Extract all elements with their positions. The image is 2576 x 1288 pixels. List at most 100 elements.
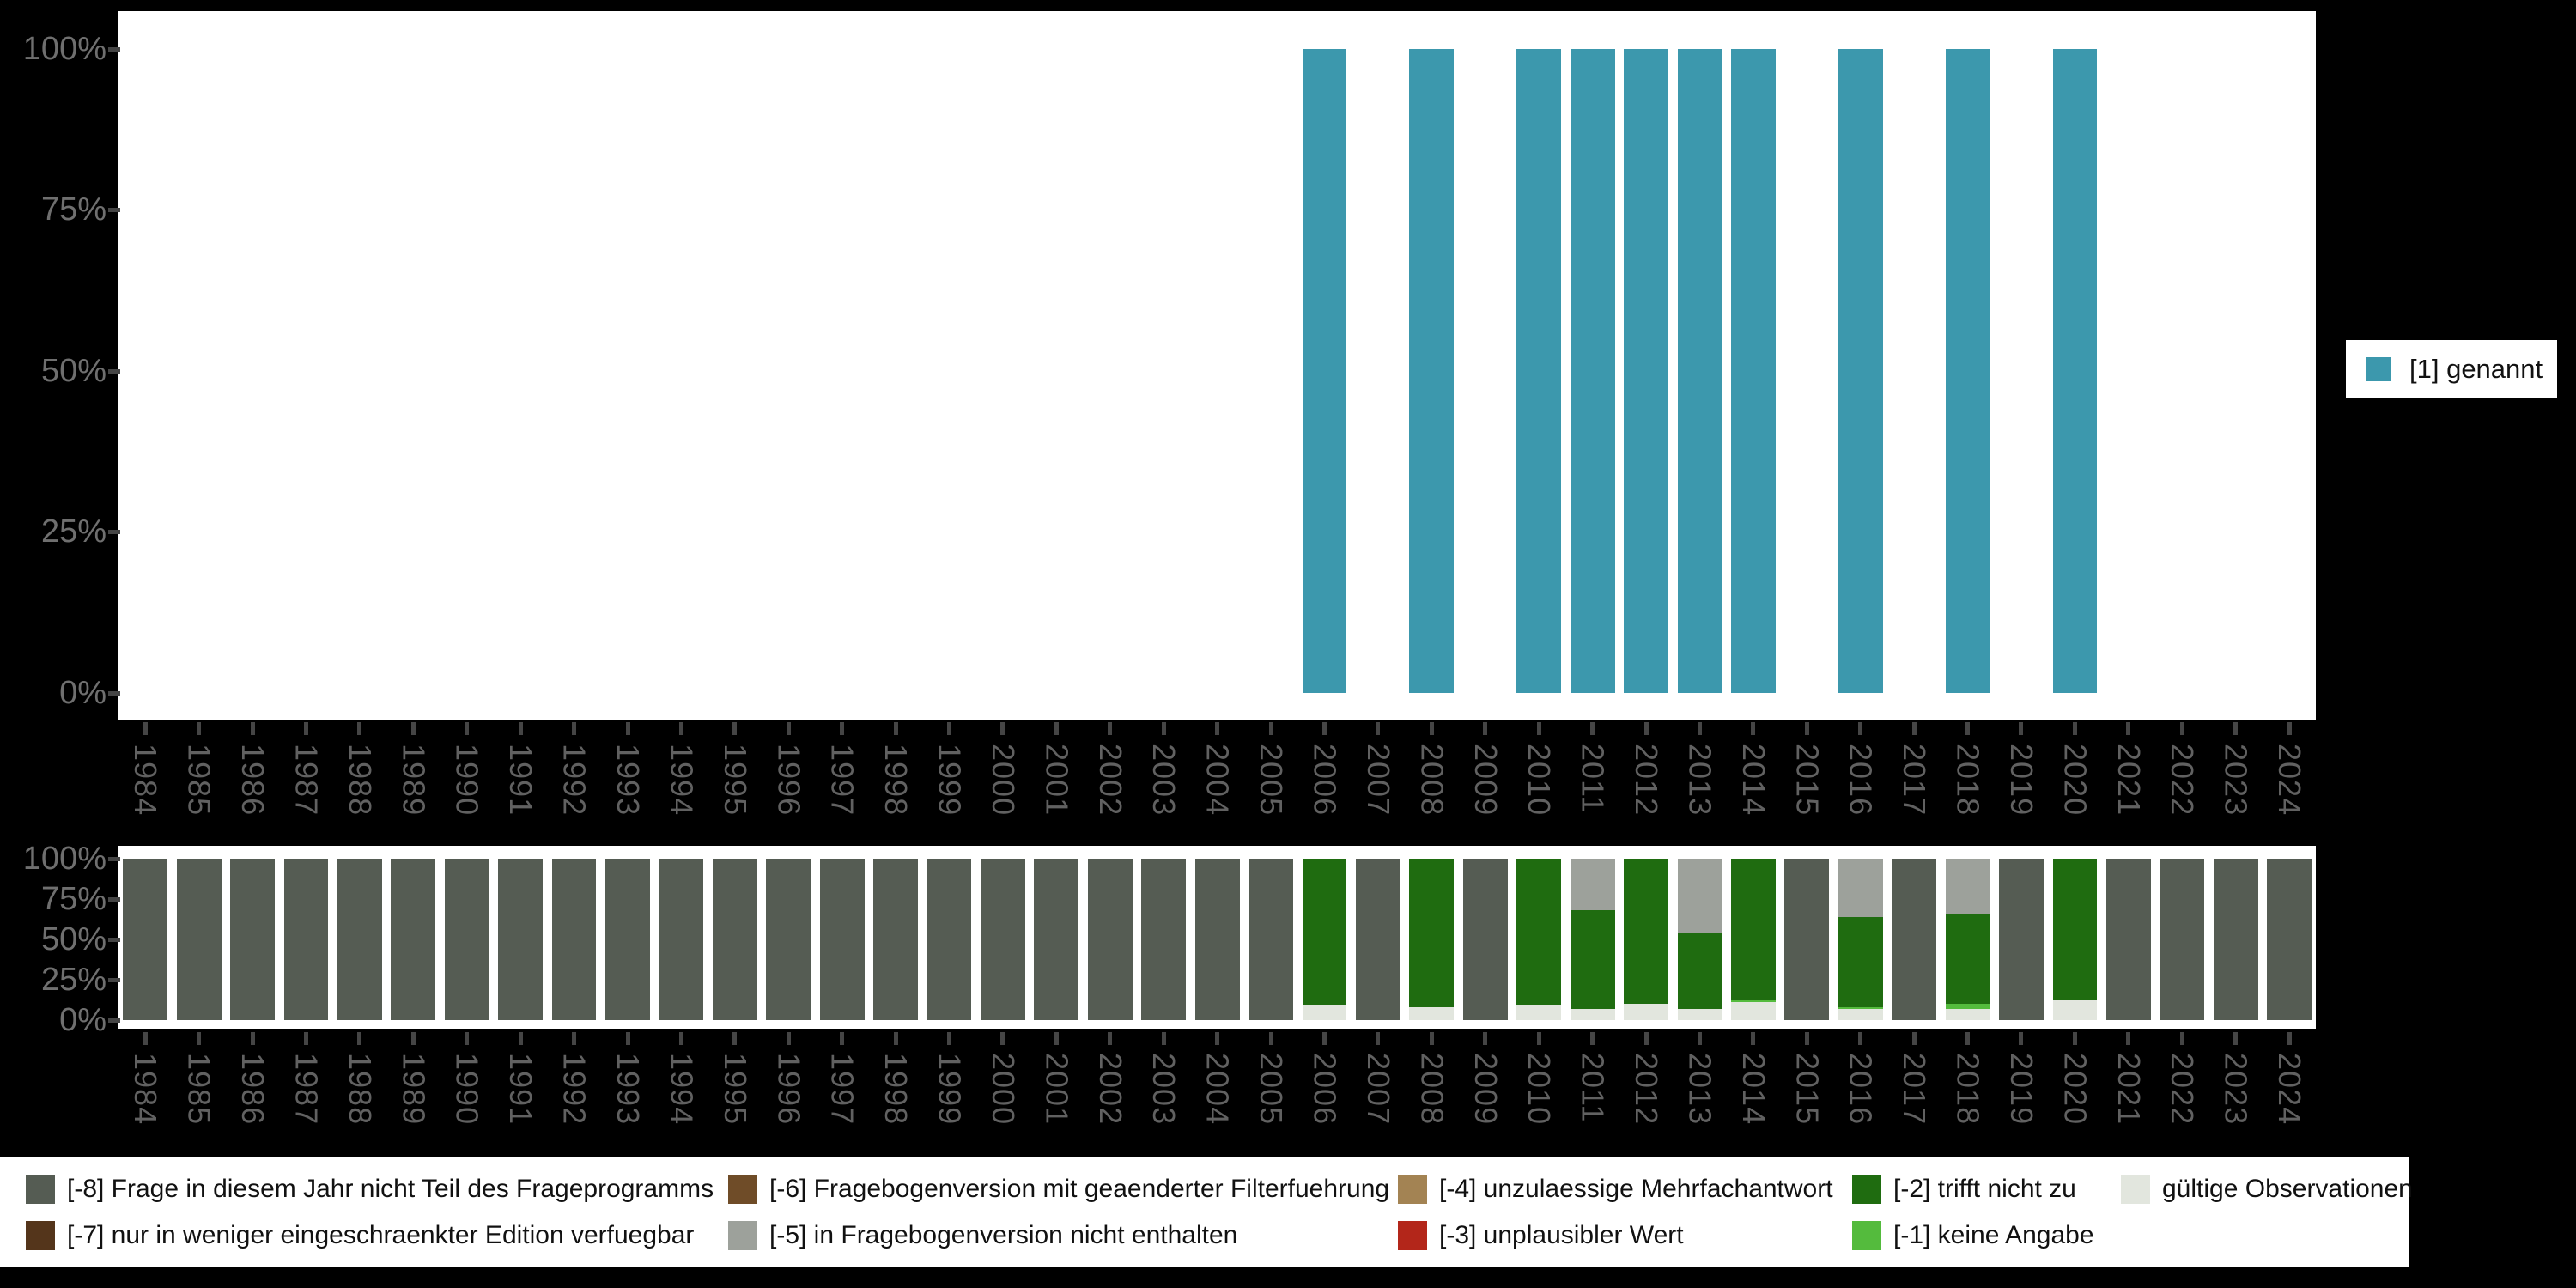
- x-label-slot-1999: 1999: [922, 1053, 975, 1147]
- x-label-slot-2017: 2017: [1887, 1053, 1941, 1147]
- x-label-2021: 2021: [2111, 744, 2147, 817]
- x-label-2008: 2008: [1414, 744, 1450, 817]
- x-tick-2007: [1376, 722, 1381, 735]
- segment-m8-1998: [873, 859, 919, 1020]
- x-label-slot-2003: 2003: [1137, 744, 1190, 838]
- missing-values-legend: [-8] Frage in diesem Jahr nicht Teil des…: [0, 1157, 2413, 1267]
- legend-swatch-m1: [1852, 1221, 1881, 1250]
- x-tick-1996: [786, 722, 791, 735]
- x-tick-1990: [465, 1032, 470, 1045]
- x-label-2017: 2017: [1897, 744, 1933, 817]
- x-tick-2013: [1697, 1032, 1702, 1045]
- segment-m8-2024: [2267, 859, 2312, 1020]
- stacked-bar-1997: [819, 859, 865, 1020]
- x-label-slot-1998: 1998: [869, 1053, 922, 1147]
- x-label-slot-2012: 2012: [1619, 1053, 1673, 1147]
- stacked-bar-2002: [1087, 859, 1133, 1020]
- x-tick-2003: [1161, 722, 1166, 735]
- legend-item-m7: [-7] nur in weniger eingeschraenkter Edi…: [26, 1221, 694, 1250]
- x-label-2023: 2023: [2218, 1053, 2254, 1126]
- x-label-slot-1986: 1986: [226, 1053, 279, 1147]
- bar-slot-1991: [494, 49, 547, 693]
- stacked-bar-slot-1988: [333, 859, 386, 1020]
- x-tick-slot-2010: [1512, 1032, 1565, 1046]
- stacked-bar-2015: [1784, 859, 1830, 1020]
- x-label-2006: 2006: [1307, 1053, 1343, 1126]
- x-label-1994: 1994: [664, 1053, 700, 1126]
- segment-m5-2011: [1570, 859, 1615, 911]
- x-label-1996: 1996: [771, 1053, 807, 1126]
- x-tick-slot-2002: [1084, 722, 1137, 736]
- x-tick-slot-2007: [1352, 722, 1405, 736]
- stacked-bar-slot-2008: [1405, 859, 1458, 1020]
- legend-item-m1: [-1] keine Angabe: [1852, 1221, 2094, 1250]
- stacked-bar-2018: [1945, 859, 1990, 1020]
- x-tick-2001: [1054, 722, 1059, 735]
- y-tick-50pct: [108, 938, 120, 942]
- x-tick-2007: [1376, 1032, 1381, 1045]
- x-tick-slot-1998: [869, 722, 922, 736]
- x-label-1995: 1995: [717, 744, 753, 817]
- stacked-bar-slot-2012: [1619, 859, 1673, 1020]
- x-tick-slot-2000: [976, 722, 1030, 736]
- legend-swatch-m8: [26, 1175, 55, 1204]
- bar-slot-2024: [2263, 49, 2316, 693]
- segment-m8-1987: [283, 859, 329, 1020]
- genannt-bar-2010: [1516, 49, 1562, 693]
- stacked-bar-slot-1989: [386, 859, 440, 1020]
- x-label-slot-1992: 1992: [547, 744, 600, 838]
- x-label-slot-1987: 1987: [279, 1053, 332, 1147]
- x-label-slot-1998: 1998: [869, 744, 922, 838]
- x-tick-slot-2005: [1244, 722, 1297, 736]
- x-label-2014: 2014: [1735, 1053, 1771, 1126]
- bar-slot-2001: [1030, 49, 1083, 693]
- x-label-1994: 1994: [664, 744, 700, 817]
- x-label-slot-2005: 2005: [1244, 1053, 1297, 1147]
- stacked-bar-slot-2003: [1137, 859, 1190, 1020]
- x-label-2021: 2021: [2111, 1053, 2147, 1126]
- x-tick-2009: [1483, 1032, 1488, 1045]
- x-tick-1990: [465, 722, 470, 735]
- x-label-2015: 2015: [1789, 1053, 1826, 1126]
- segment-m5-2018: [1945, 859, 1990, 914]
- x-tick-2002: [1108, 722, 1113, 735]
- x-tick-2015: [1804, 722, 1809, 735]
- x-tick-2005: [1268, 722, 1273, 735]
- segment-m2-2020: [2052, 859, 2098, 1001]
- x-label-slot-2013: 2013: [1673, 744, 1726, 838]
- x-label-1988: 1988: [342, 744, 378, 817]
- x-label-2024: 2024: [2272, 1053, 2308, 1126]
- x-tick-2000: [1000, 1032, 1005, 1045]
- x-label-2005: 2005: [1254, 1053, 1290, 1126]
- stacked-bar-slot-2005: [1244, 859, 1297, 1020]
- genannt-bar-2014: [1730, 49, 1776, 693]
- legend-swatch-m2: [1852, 1175, 1881, 1204]
- stacked-bar-1985: [176, 859, 222, 1020]
- x-tick-slot-1985: [172, 722, 225, 736]
- x-label-slot-2019: 2019: [1995, 744, 2048, 838]
- legend-item-valid: gültige Observationen: [2121, 1175, 2413, 1204]
- stacked-bar-2008: [1409, 859, 1455, 1020]
- x-tick-2019: [2019, 1032, 2024, 1045]
- x-tick-1997: [840, 1032, 845, 1045]
- segment-m8-2019: [1999, 859, 2044, 1020]
- x-label-1993: 1993: [611, 1053, 646, 1126]
- y-tick-0pct: [108, 1018, 120, 1023]
- x-tick-slot-2006: [1297, 722, 1351, 736]
- x-tick-1993: [625, 1032, 630, 1045]
- stacked-bar-slot-1985: [172, 859, 225, 1020]
- x-tick-1992: [572, 722, 577, 735]
- x-tick-1993: [625, 722, 630, 735]
- stacked-bar-2004: [1194, 859, 1240, 1020]
- legend-item-m4: [-4] unzulaessige Mehrfachantwort: [1398, 1175, 1833, 1204]
- x-label-slot-2024: 2024: [2263, 744, 2316, 838]
- x-label-slot-2003: 2003: [1137, 1053, 1190, 1147]
- segment-m8-1999: [927, 859, 972, 1020]
- x-label-2000: 2000: [985, 744, 1021, 817]
- stacked-bar-slot-2014: [1727, 859, 1780, 1020]
- legend-label-m5: [-5] in Fragebogenversion nicht enthalte…: [769, 1221, 1238, 1249]
- x-label-2007: 2007: [1360, 1053, 1396, 1126]
- stacked-bar-1987: [283, 859, 329, 1020]
- x-tick-slot-1989: [386, 722, 440, 736]
- stacked-bar-1996: [766, 859, 811, 1020]
